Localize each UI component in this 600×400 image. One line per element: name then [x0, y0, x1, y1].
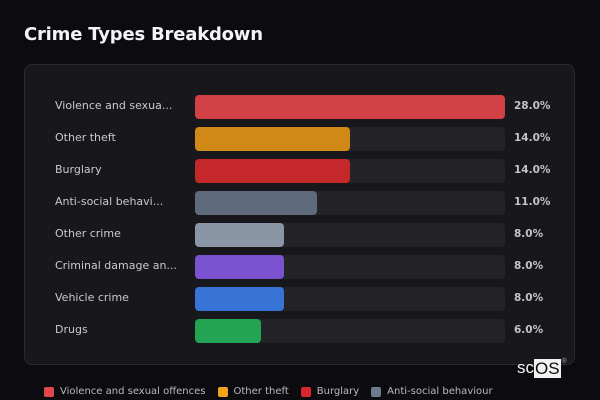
legend-swatch-icon	[217, 386, 228, 397]
bar-track	[195, 95, 505, 119]
logo-os: OS	[534, 359, 561, 378]
legend-label: Anti-social behaviour	[387, 386, 493, 397]
bar-value: 8.0%	[514, 292, 544, 304]
chart-legend: Violence and sexual offences Other theft…	[44, 386, 493, 397]
bar-value: 11.0%	[514, 196, 551, 208]
bar-value: 28.0%	[514, 100, 551, 112]
legend-item[interactable]: Other theft	[217, 386, 289, 397]
bar-track	[195, 127, 505, 151]
legend-label: Violence and sexual offences	[60, 386, 206, 397]
bar-row[interactable]: Vehicle crime 8.0%	[25, 287, 574, 311]
bar-row[interactable]: Criminal damage an... 8.0%	[25, 255, 574, 279]
registered-mark: ®	[561, 358, 567, 365]
bar-value: 8.0%	[514, 228, 544, 240]
bar-fill	[195, 191, 317, 215]
bar-fill	[195, 319, 262, 343]
bar-value: 8.0%	[514, 260, 544, 272]
legend-swatch-icon	[371, 386, 382, 397]
bar-track	[195, 255, 505, 279]
bar-track	[195, 287, 505, 311]
bar-row[interactable]: Other theft 14.0%	[25, 127, 574, 151]
bar-fill	[195, 223, 284, 247]
bar-track	[195, 159, 505, 183]
legend-item[interactable]: Violence and sexual offences	[44, 386, 206, 397]
bar-label: Anti-social behavi...	[55, 195, 164, 208]
legend-label: Burglary	[316, 386, 360, 397]
bar-label: Other crime	[55, 227, 121, 240]
bar-fill	[195, 127, 350, 151]
bar-row[interactable]: Violence and sexua... 28.0%	[25, 95, 574, 119]
legend-item[interactable]: Anti-social behaviour	[371, 386, 493, 397]
logo-sc: sc	[517, 358, 534, 377]
bar-label: Criminal damage an...	[55, 259, 177, 272]
bar-row[interactable]: Burglary 14.0%	[25, 159, 574, 183]
bar-fill	[195, 95, 505, 119]
bar-track	[195, 223, 505, 247]
bar-fill	[195, 287, 284, 311]
bar-value: 14.0%	[514, 132, 551, 144]
chart-title: Crime Types Breakdown	[24, 24, 263, 45]
bar-value: 14.0%	[514, 164, 551, 176]
bar-label: Violence and sexua...	[55, 99, 173, 112]
legend-swatch-icon	[300, 386, 311, 397]
bar-fill	[195, 255, 284, 279]
bar-label: Vehicle crime	[55, 291, 129, 304]
bar-track	[195, 191, 505, 215]
legend-label: Other theft	[233, 386, 289, 397]
bar-row[interactable]: Drugs 6.0%	[25, 319, 574, 343]
legend-item[interactable]: Burglary	[300, 386, 360, 397]
bar-fill	[195, 159, 350, 183]
bar-track	[195, 319, 505, 343]
bar-label: Burglary	[55, 163, 102, 176]
bar-row[interactable]: Anti-social behavi... 11.0%	[25, 191, 574, 215]
bar-row[interactable]: Other crime 8.0%	[25, 223, 574, 247]
bar-label: Other theft	[55, 131, 116, 144]
chart-card: Violence and sexua... 28.0% Other theft …	[24, 64, 575, 365]
legend-swatch-icon	[44, 386, 54, 397]
scos-logo: sc OS ®	[517, 358, 567, 378]
bar-label: Drugs	[55, 323, 88, 336]
bar-value: 6.0%	[514, 324, 544, 336]
